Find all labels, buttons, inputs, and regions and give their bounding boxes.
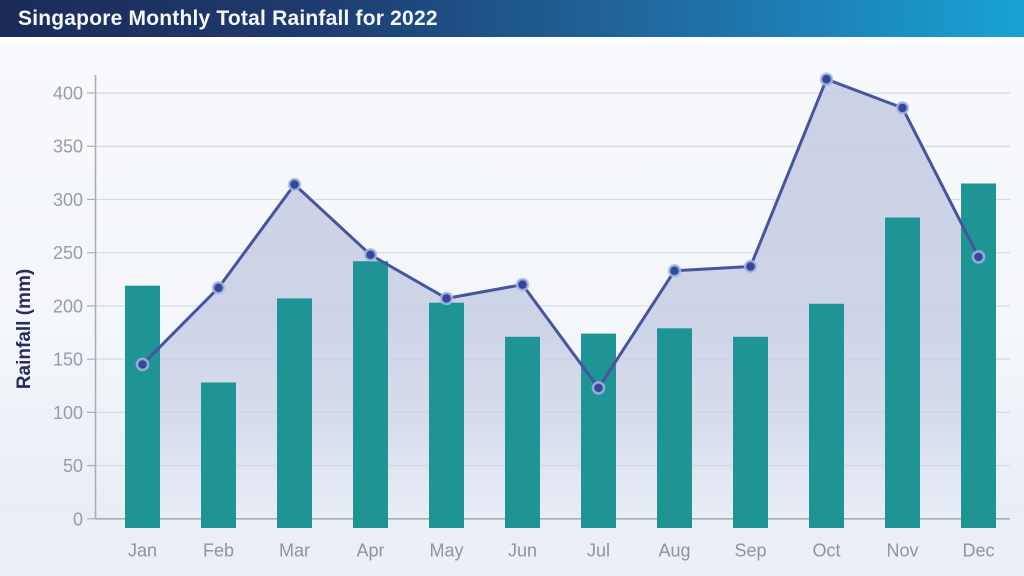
marker-apr xyxy=(363,248,378,262)
line-path xyxy=(141,77,980,390)
bar-jan xyxy=(125,285,160,528)
y-tick-label-250: 250 xyxy=(53,243,83,263)
bar-sep xyxy=(733,336,768,528)
y-tick-label-50: 50 xyxy=(63,456,83,476)
bar-oct xyxy=(809,303,844,528)
x-tick-label-jun: Jun xyxy=(508,541,537,561)
y-tick-label-100: 100 xyxy=(53,403,83,423)
x-tick-label-aug: Aug xyxy=(658,541,690,561)
y-axis-tick-labels: 0 50 100 150 200 250 300 350 400 xyxy=(53,84,83,530)
marker-oct xyxy=(819,72,834,87)
rainfall-bars xyxy=(125,183,996,528)
marker-dec xyxy=(971,250,986,264)
y-axis-title: Rainfall (mm) xyxy=(14,269,35,389)
bar-jun xyxy=(505,336,540,528)
x-tick-label-sep: Sep xyxy=(734,541,766,561)
chart-region: 0 50 100 150 200 250 300 350 400 Jan Feb Mar Apr May… xyxy=(0,37,1024,576)
line-markers xyxy=(135,72,986,395)
bar-dec xyxy=(961,183,996,528)
marker-mar xyxy=(287,177,302,192)
y-tick-label-300: 300 xyxy=(53,190,83,210)
bar-feb xyxy=(201,382,236,528)
bar-mar xyxy=(277,298,312,528)
axes xyxy=(94,75,1010,520)
line-area-fill xyxy=(142,79,979,519)
y-tick-label-400: 400 xyxy=(53,84,83,104)
x-axis-month-labels: Jan Feb Mar Apr May Jun Jul Aug Sep Oct Nov Dec xyxy=(128,541,995,561)
marker-nov xyxy=(895,101,910,115)
y-tick-label-150: 150 xyxy=(53,350,83,370)
page-title: Singapore Monthly Total Rainfall for 202… xyxy=(18,6,438,30)
marker-aug xyxy=(667,264,682,278)
x-tick-label-nov: Nov xyxy=(886,541,918,561)
marker-jan xyxy=(135,357,150,372)
y-tick-label-350: 350 xyxy=(53,137,83,157)
rainfall-line xyxy=(141,77,980,390)
bar-may xyxy=(429,302,464,528)
bar-nov xyxy=(885,217,920,528)
x-tick-label-jul: Jul xyxy=(587,541,610,561)
x-tick-label-apr: Apr xyxy=(356,541,384,561)
x-tick-label-jan: Jan xyxy=(128,541,157,561)
line-area-polygon xyxy=(142,79,979,519)
marker-jul xyxy=(591,381,606,395)
bar-apr xyxy=(353,261,388,528)
y-tick-label-0: 0 xyxy=(73,509,83,529)
marker-jun xyxy=(515,277,530,292)
title-banner: Singapore Monthly Total Rainfall for 202… xyxy=(0,0,1024,37)
x-tick-label-dec: Dec xyxy=(962,541,994,561)
rainfall-combo-chart: 0 50 100 150 200 250 300 350 400 Jan Feb Mar Apr May… xyxy=(14,72,1010,561)
marker-may xyxy=(439,291,454,306)
x-tick-label-feb: Feb xyxy=(203,541,234,561)
y-tick-label-200: 200 xyxy=(53,296,83,316)
x-tick-label-oct: Oct xyxy=(812,541,840,561)
bar-aug xyxy=(657,328,692,528)
x-tick-label-may: May xyxy=(429,541,463,561)
marker-feb xyxy=(211,281,226,295)
x-tick-label-mar: Mar xyxy=(279,541,310,561)
bar-jul xyxy=(581,333,616,528)
marker-sep xyxy=(743,259,758,274)
